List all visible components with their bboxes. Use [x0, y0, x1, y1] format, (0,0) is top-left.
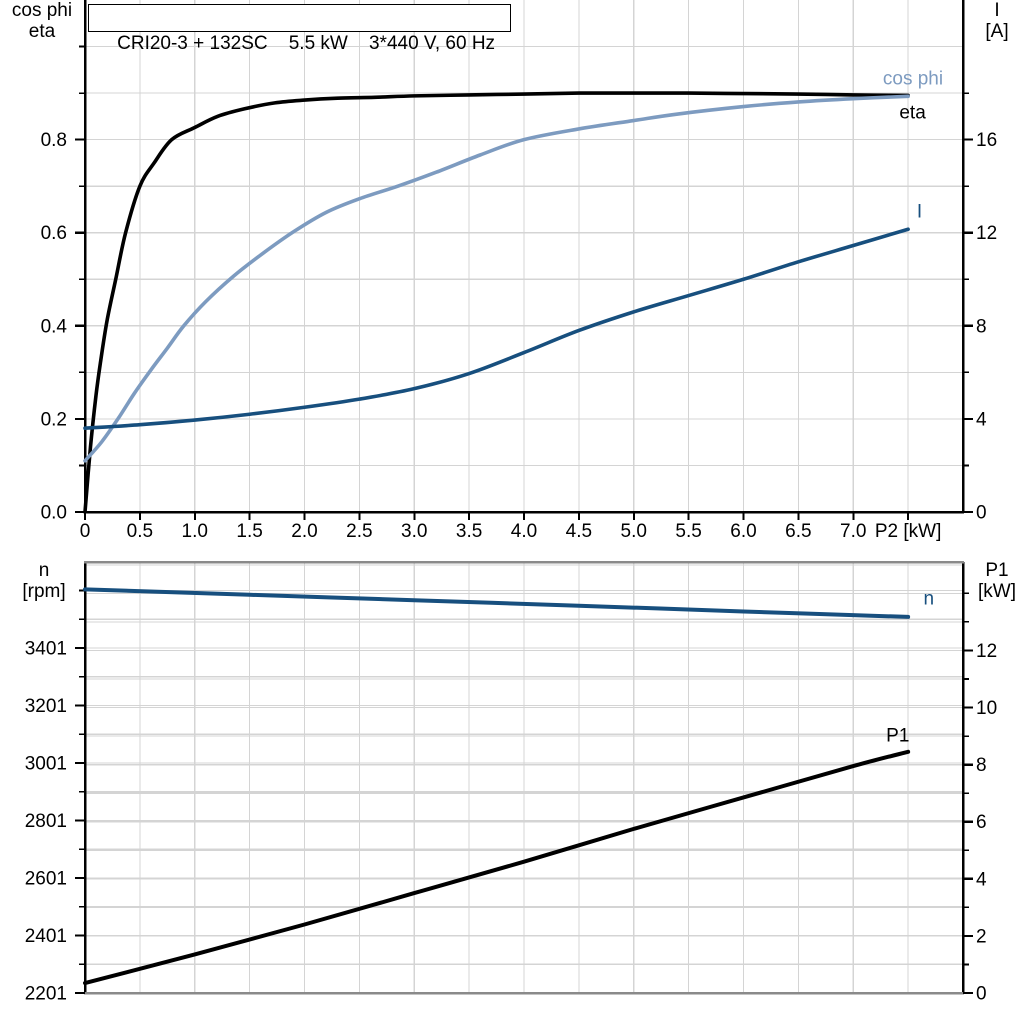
left-axis-tick-label: 2201	[25, 984, 67, 1005]
p1-curve	[83, 749, 911, 986]
chart-title-box: CRI20-3 + 132SC 5.5 kW 3*440 V, 60 Hz	[88, 4, 511, 54]
cos-phi-axis-title: cos phi	[11, 0, 73, 21]
current-curve	[83, 227, 910, 431]
speed-power-chart: 2201 2401 2601 2801 3001 3201 3401 0 2 4 6 8 10 12 n P1	[25, 560, 997, 1005]
left-axis-tick-label: 2401	[25, 926, 67, 947]
left-axis-tick-label: 3001	[25, 753, 67, 774]
x-axis-tick-label: 5.5	[675, 521, 701, 542]
x-axis-tick-label: 4.5	[566, 521, 592, 542]
top-chart-right-axis-title: I [A]	[966, 0, 1024, 42]
right-axis-tick-label: 4	[976, 409, 987, 430]
current-curve-label: I	[917, 202, 922, 223]
chart-title: CRI20-3 + 132SC 5.5 kW 3*440 V, 60 Hz	[117, 33, 496, 54]
right-axis-tick-label: 8	[976, 316, 987, 337]
right-axis-tick-label: 0	[976, 503, 987, 524]
right-axis-tick-label: 2	[976, 926, 987, 947]
grid	[85, 0, 963, 512]
series-group	[83, 587, 911, 986]
x-axis-tick-label: 6.0	[730, 521, 756, 542]
speed-unit-label: [rpm]	[22, 581, 66, 602]
x-axis-tick-label: 0	[80, 521, 91, 542]
p1-unit-label: [kW]	[978, 581, 1016, 602]
x-axis-tick-label: 6.5	[785, 521, 811, 542]
x-axis-tick-label: 3.0	[401, 521, 427, 542]
left-axis-tick-label: 0.0	[41, 503, 67, 524]
bottom-chart-right-axis-title: P1 [kW]	[966, 560, 1024, 602]
x-axis-tick-label: 0.5	[127, 521, 153, 542]
left-axis-tick-label: 0.6	[41, 223, 67, 244]
left-axis-tick-label: 3401	[25, 638, 67, 659]
left-axis-tick-label: 3201	[25, 696, 67, 717]
speed-axis-title: n	[38, 560, 50, 581]
eta-curve-label: eta	[899, 103, 926, 124]
left-axis-tick-label: 0.4	[41, 316, 68, 337]
x-axis-tick-label: 1.0	[182, 521, 208, 542]
left-axis-tick-label: 0.8	[41, 130, 67, 151]
x-axis-tick-label: 3.5	[456, 521, 482, 542]
eta-curve	[83, 91, 910, 514]
right-axis-tick-label: 12	[976, 641, 997, 662]
right-axis-tick-label: 4	[976, 869, 987, 890]
right-axis-tick-label: 10	[976, 698, 997, 719]
right-axis-tick-label: 12	[976, 223, 997, 244]
p1-axis-title: P1	[985, 560, 1009, 581]
x-axis-tick-label: 5.0	[621, 521, 647, 542]
current-axis-title: I	[994, 0, 1000, 21]
bottom-chart-left-axis-title: n [rpm]	[2, 560, 86, 602]
cos-phi-curve-label: cos phi	[883, 69, 943, 90]
x-axis-tick-label: 2.5	[346, 521, 372, 542]
series-group	[83, 91, 910, 514]
frame	[83, 560, 965, 995]
left-axis-tick-label: 0.2	[41, 409, 67, 430]
x-axis-tick-label: 7.0	[840, 521, 866, 542]
right-axis-tick-label: 0	[976, 984, 987, 1005]
top-chart-left-axis-title: cos phi eta	[0, 0, 84, 42]
grid	[85, 562, 963, 993]
x-axis-tick-label: 2.0	[291, 521, 317, 542]
motor-electrical-chart: 0.0 0.2 0.4 0.6 0.8 0 4 8 12 16 0 0.5 1.0 1.5 2.0 2.5 3.…	[41, 0, 997, 542]
left-axis-tick-label: 2601	[25, 868, 67, 889]
right-axis-tick-label: 6	[976, 812, 987, 833]
right-axis-tick-label: 16	[976, 130, 997, 151]
left-axis-tick-label: 2801	[25, 811, 67, 832]
right-axis-tick-label: 8	[976, 755, 987, 776]
x-axis-tick-label: 1.5	[236, 521, 262, 542]
x-axis-tick-label: 4.0	[511, 521, 537, 542]
x-axis-label: P2 [kW]	[875, 521, 942, 542]
speed-curve	[83, 587, 911, 619]
p1-curve-label: P1	[886, 725, 909, 746]
current-unit-label: [A]	[985, 21, 1009, 42]
eta-axis-title: eta	[28, 21, 56, 42]
speed-curve-label: n	[923, 588, 934, 609]
cos-phi-curve	[83, 94, 910, 463]
